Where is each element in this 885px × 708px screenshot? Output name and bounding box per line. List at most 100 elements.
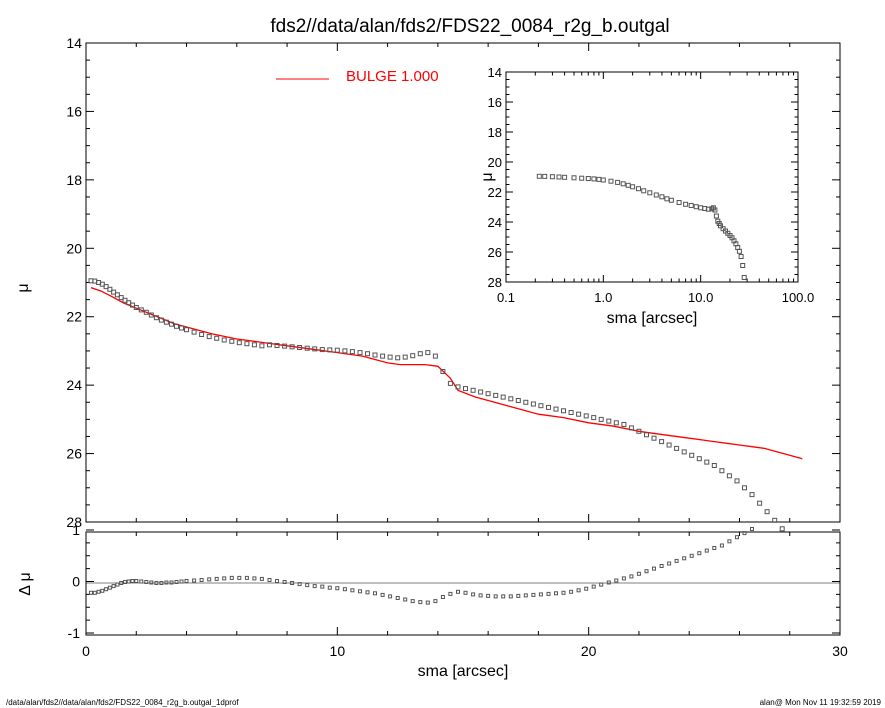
residual-data-point [486, 593, 491, 598]
main-data-point [493, 392, 499, 398]
chart-title: fds2//data/alan/fds2/FDS22_0084_r2g_b.ou… [270, 16, 669, 37]
main-y-tick-label: 16 [66, 103, 82, 119]
residual-data-point [440, 595, 445, 599]
main-data-point [395, 355, 401, 361]
residual-data-point [584, 586, 589, 591]
main-y-tick-label: 28 [66, 514, 82, 530]
main-data-point [111, 289, 117, 295]
main-data-point [365, 351, 370, 357]
main-data-point [107, 286, 113, 292]
main-data-point [380, 353, 386, 359]
residual-data-point [478, 593, 483, 598]
main-data-point [229, 338, 235, 344]
residual-data-point [614, 578, 619, 583]
inset-axis-ticks: 0.1 1.0 10.0 100.0 14 16 18 20 22 24 26 28 [488, 65, 815, 305]
residual-data-point [174, 580, 179, 584]
inset-data-point [713, 213, 719, 219]
residual-data-point [697, 551, 702, 556]
main-y-tick-label: 26 [66, 446, 82, 462]
residual-data-point [179, 579, 184, 584]
main-data-point [636, 428, 642, 434]
inset-data-point [738, 254, 744, 259]
inset-y-tick-label: 24 [488, 215, 502, 230]
main-data-point [387, 354, 393, 360]
inset-data-point [562, 174, 568, 180]
residual-data-point [501, 594, 506, 599]
main-data-point [470, 387, 476, 393]
residual-data-point [554, 591, 558, 596]
residual-data-point [373, 591, 377, 596]
inset-data-point [585, 176, 591, 181]
residual-data-point [727, 539, 732, 544]
main-data-point [734, 478, 740, 484]
main-data-point [244, 341, 250, 347]
residual-data-point [523, 593, 528, 598]
main-data-point [297, 345, 303, 350]
main-data-point [523, 399, 529, 405]
main-data-point [613, 420, 619, 426]
residual-data-point [327, 585, 332, 590]
main-data-points [88, 278, 785, 532]
main-data-point [591, 415, 597, 421]
residual-data-point [538, 592, 543, 597]
inset-data-point [653, 192, 659, 198]
main-data-point [221, 337, 227, 343]
inset-data-point [740, 263, 746, 268]
main-data-point [158, 317, 164, 323]
residual-data-point [456, 589, 460, 594]
main-axis-ticks: 14 16 18 20 22 24 26 28 [66, 35, 841, 530]
main-data-point [163, 319, 169, 325]
inset-y-tick-label: 22 [488, 185, 502, 200]
residual-data-point [335, 586, 340, 591]
residual-data-point [149, 580, 154, 585]
main-data-point [402, 354, 408, 360]
residual-data-point [380, 592, 385, 597]
inset-data-point [636, 186, 641, 192]
residual-data-point [644, 569, 649, 574]
main-y-tick-label: 24 [66, 377, 82, 393]
main-data-point [236, 340, 242, 346]
inset-data-point [659, 194, 665, 200]
inset-data-point [641, 188, 647, 194]
residual-x-tick-label: 30 [832, 643, 848, 659]
inset-data-point [712, 207, 718, 213]
main-data-point [749, 492, 755, 498]
residual-y-axis-label: Δ μ [17, 572, 34, 595]
residual-data-point [305, 583, 310, 588]
inset-data-point [736, 248, 742, 254]
inset-y-axis-label: μ [479, 172, 496, 181]
residual-x-tick-label: 10 [330, 643, 346, 659]
residual-data-point [448, 591, 453, 596]
main-data-point [455, 384, 461, 390]
main-data-point [726, 473, 732, 479]
residual-data-point [493, 594, 498, 599]
residual-data-point [115, 582, 120, 587]
main-data-point [757, 500, 763, 506]
inset-data-point [705, 206, 711, 212]
residual-data-point [659, 564, 664, 568]
residual-data-point [107, 585, 112, 590]
inset-data-point [620, 181, 626, 187]
main-data-point [334, 347, 340, 353]
residual-data-point [199, 578, 204, 582]
inset-data-points [536, 173, 747, 280]
residual-data-point [433, 599, 438, 604]
residual-data-point [312, 584, 317, 589]
main-data-point [425, 350, 431, 356]
main-data-point [432, 353, 438, 359]
residual-data-point [144, 580, 149, 584]
residual-data-point [636, 571, 641, 576]
residual-data-point [139, 579, 144, 584]
residual-data-point [123, 580, 127, 584]
residual-data-point [134, 579, 139, 583]
residual-data-point [410, 599, 415, 604]
main-data-point [174, 323, 179, 329]
residual-data-point [750, 527, 754, 531]
main-data-point [553, 406, 559, 412]
main-data-point [568, 410, 574, 415]
main-data-point [327, 347, 333, 353]
main-data-point [143, 309, 149, 315]
main-data-point [711, 463, 717, 468]
residual-y-tick-label: 0 [72, 574, 80, 590]
main-data-point [372, 352, 378, 358]
